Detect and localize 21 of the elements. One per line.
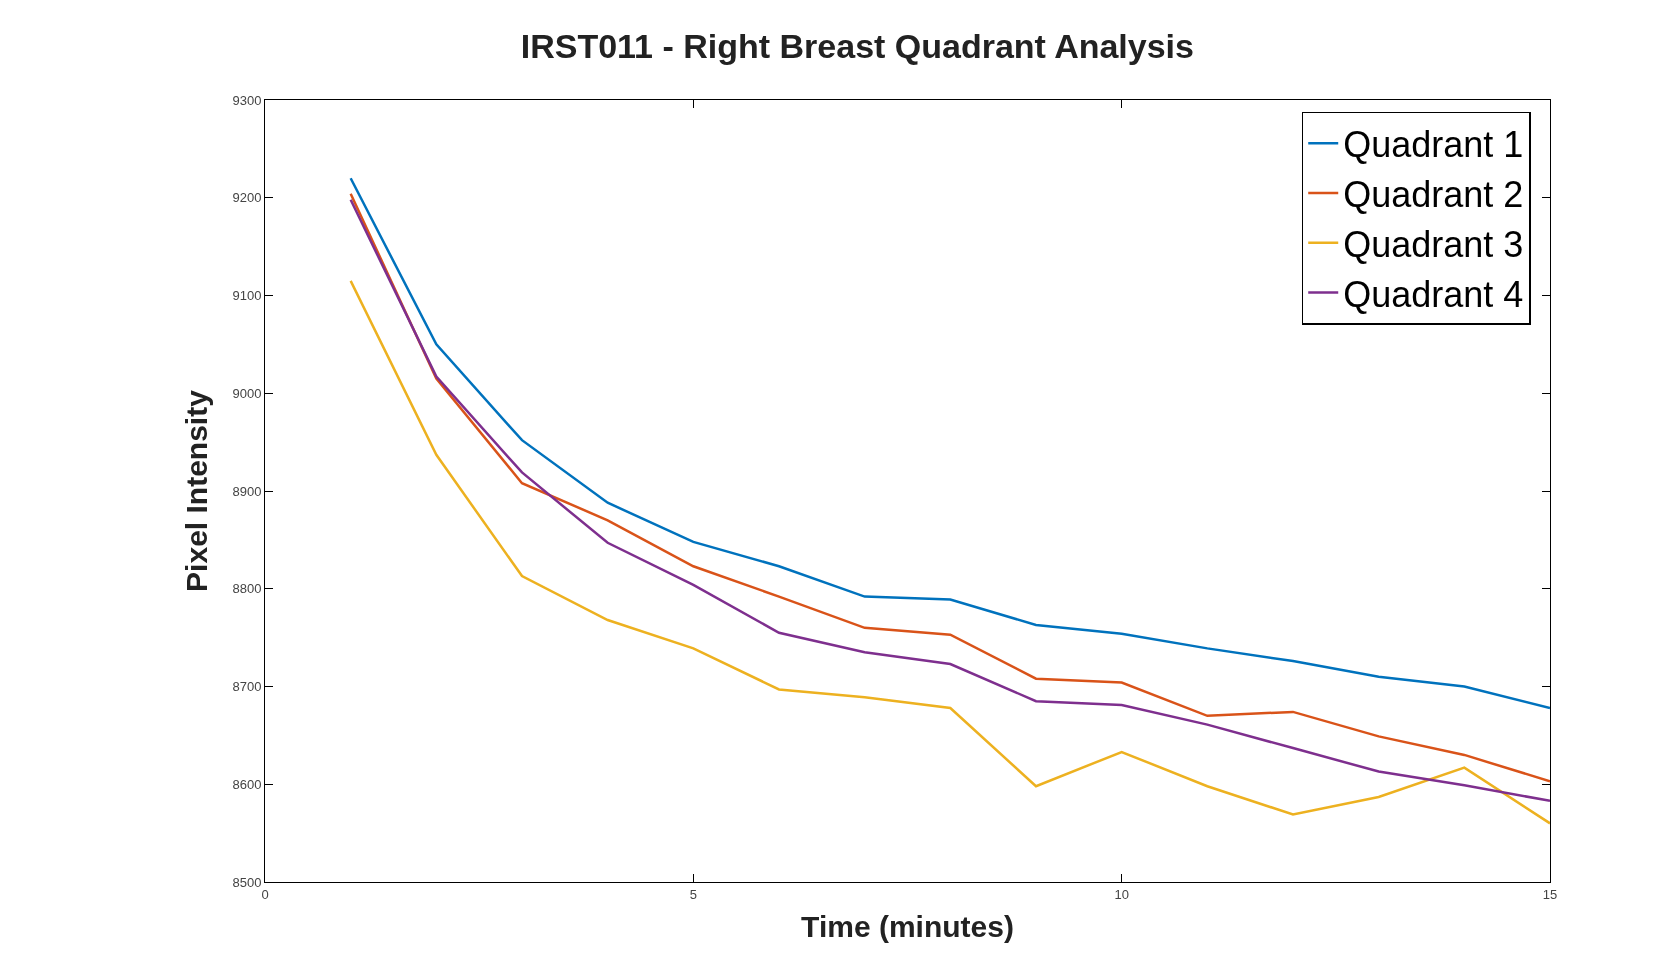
y-axis-title: Pixel Intensity	[180, 389, 214, 592]
y-tick-label: 8600	[232, 776, 262, 792]
legend-label: Quadrant 3	[1343, 223, 1524, 265]
x-axis-title: Time (minutes)	[801, 910, 1014, 944]
line-series	[349, 279, 1550, 825]
chart-title: IRST011 - Right Breast Quadrant Analysis	[520, 26, 1194, 65]
legend-label: Quadrant 2	[1343, 173, 1524, 215]
y-tick-label: 9200	[232, 190, 262, 206]
y-tick-label: 9100	[232, 288, 262, 304]
x-tick-label: 5	[689, 886, 697, 902]
y-tick-label: 8900	[232, 483, 262, 499]
x-tick-label: 0	[261, 886, 269, 902]
y-tick-label: 9000	[232, 385, 262, 401]
y-tick-label: 8800	[232, 581, 262, 597]
x-tick-label: 10	[1114, 886, 1129, 902]
y-tick-label: 8500	[232, 874, 262, 890]
x-tick-label: 15	[1542, 886, 1558, 902]
y-tick-label: 8700	[232, 679, 262, 695]
legend-label: Quadrant 1	[1343, 124, 1524, 166]
y-tick-label: 9300	[232, 92, 262, 108]
legend-label: Quadrant 4	[1343, 273, 1524, 315]
